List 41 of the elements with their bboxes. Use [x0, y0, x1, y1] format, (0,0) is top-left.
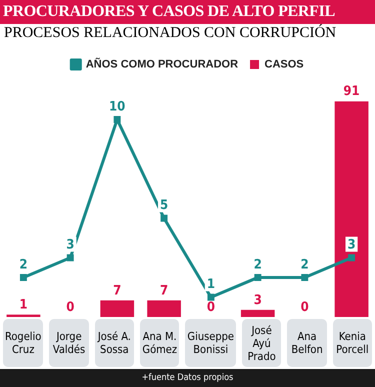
point [301, 274, 308, 281]
point [160, 214, 168, 222]
data-label: 3 [254, 292, 262, 308]
x-tick-label: Ana Belfon [287, 319, 327, 367]
x-tick-label: Rogelio Cruz [3, 319, 44, 367]
chart-subtitle: PROCESOS RELACIONADOS CON CORRUPCIÓN [3, 24, 338, 43]
data-label: 2 [300, 257, 309, 272]
bar [100, 300, 134, 317]
point [66, 254, 74, 262]
data-label: 0 [300, 300, 309, 315]
data-label: 5 [160, 198, 168, 214]
bar [240, 310, 275, 317]
x-tick-label: José A. Sossa [94, 319, 134, 367]
data-label: 0 [206, 300, 216, 315]
data-label: 0 [66, 300, 74, 315]
point [114, 116, 121, 123]
data-label: 7 [113, 283, 122, 298]
x-tick-label: Ana M. Gómez [140, 319, 180, 367]
chart-title: PROCURADORES Y CASOS DE ALTO PERFIL [0, 0, 375, 24]
data-label: 2 [254, 257, 262, 272]
data-label: 3 [347, 238, 356, 253]
bar [147, 300, 181, 317]
point [348, 254, 356, 262]
data-label: 7 [160, 283, 168, 298]
data-label: 10 [109, 99, 126, 114]
data-label: 91 [343, 84, 360, 100]
data-label: 1 [206, 277, 216, 292]
bar [334, 101, 368, 317]
x-tick-label: Giuseppe Bonissi [185, 319, 236, 367]
point [20, 274, 27, 281]
data-label: 3 [66, 238, 74, 253]
legend-label: CASOS [264, 58, 304, 71]
point [207, 294, 214, 301]
x-tick-label: Kenia Porcell [332, 319, 372, 367]
legend-label: AÑOS COMO PROCURADOR [86, 58, 238, 71]
x-tick-label: Jorge Valdés [49, 319, 89, 367]
point [254, 274, 262, 281]
text: +fuente Datos propios [0, 369, 375, 387]
x-tick-label: José Ayú Prado [242, 319, 282, 367]
data-label: 1 [19, 298, 28, 313]
data-label: 2 [19, 257, 28, 272]
